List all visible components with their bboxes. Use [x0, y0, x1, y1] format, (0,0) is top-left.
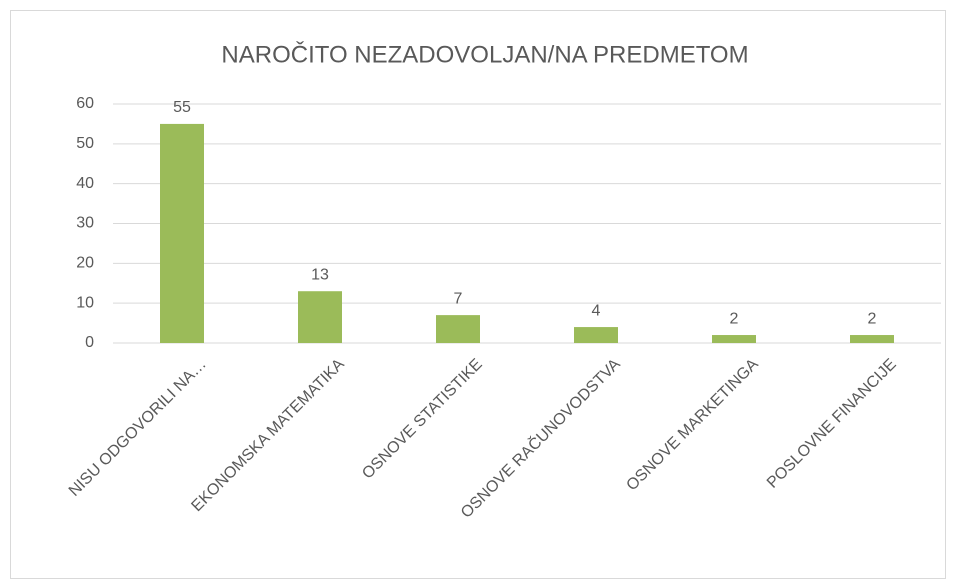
y-tick-label: 60 — [76, 95, 94, 112]
bar — [712, 335, 756, 343]
data-label: 4 — [592, 302, 601, 319]
y-tick-label: 50 — [76, 135, 94, 152]
bar — [436, 315, 480, 343]
y-tick-label: 10 — [76, 294, 94, 311]
y-tick-label: 0 — [85, 334, 94, 351]
bar — [298, 291, 342, 343]
bar — [160, 123, 204, 344]
data-label: 13 — [311, 266, 329, 283]
data-label: 7 — [454, 290, 463, 307]
y-tick-label: 40 — [76, 175, 94, 192]
y-tick-label: 30 — [76, 215, 94, 232]
bar — [850, 335, 894, 343]
bar — [574, 327, 618, 343]
data-label: 2 — [730, 310, 739, 327]
y-tick-label: 20 — [76, 255, 94, 272]
data-label: 2 — [868, 310, 877, 327]
data-label: 55 — [173, 99, 191, 116]
chart-title: NAROČITO NEZADOVOLJAN/NA PREDMETOM — [221, 40, 748, 68]
